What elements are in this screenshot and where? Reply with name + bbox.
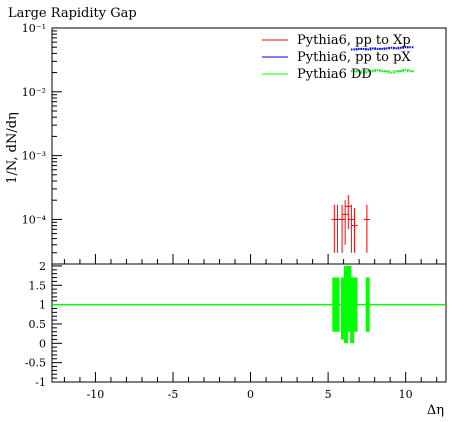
ratio-axis-ticks: -10 -5 0 5 10 2 1.5 1 0.5 0 -0.5 -1 <box>25 260 438 401</box>
series-pythia6-pp-to-xp <box>331 195 370 253</box>
ratio-tick-label: -1 <box>35 376 46 389</box>
x-tick-label: -5 <box>168 388 179 401</box>
ratio-plot-frame <box>51 263 447 383</box>
legend-label-pp-to-px: Pythia6, pp to pX <box>297 50 411 65</box>
series-pythia6-dd <box>350 68 414 74</box>
ratio-series-layer <box>52 265 446 344</box>
ratio-tick-label: -0.5 <box>25 357 46 370</box>
series-pythia6-pp-to-px <box>350 46 414 51</box>
y-axis-label: 1/N, dN/dη <box>5 112 20 184</box>
main-series-layer <box>331 46 414 253</box>
ratio-tick-label: 1.5 <box>29 279 47 292</box>
chart-title: Large Rapidity Gap <box>8 6 137 21</box>
y-tick-label: 10⁻³ <box>22 150 46 163</box>
x-tick-label: 5 <box>325 388 332 401</box>
ratio-tick-label: 1 <box>39 299 46 312</box>
legend-label-dd: Pythia6 DD <box>297 67 372 82</box>
y-tick-label: 10⁻² <box>22 86 46 99</box>
x-tick-label: 0 <box>247 388 254 401</box>
legend: Pythia6, pp to Xp Pythia6, pp to pX Pyth… <box>262 33 411 82</box>
legend-label-pp-to-xp: Pythia6, pp to Xp <box>297 33 411 48</box>
x-tick-label: 10 <box>399 388 413 401</box>
ratio-tick-label: 0 <box>39 337 46 350</box>
y-tick-label: 10⁻⁴ <box>22 213 47 226</box>
y-tick-label: 10⁻¹ <box>22 22 46 35</box>
x-axis-label: Δη <box>427 403 444 418</box>
x-tick-label: -10 <box>87 388 105 401</box>
main-axis-ticks: 10⁻⁴ 10⁻³ 10⁻² 10⁻¹ <box>22 22 438 265</box>
ratio-tick-label: 0.5 <box>29 318 47 331</box>
ratio-tick-label: 2 <box>39 260 46 273</box>
